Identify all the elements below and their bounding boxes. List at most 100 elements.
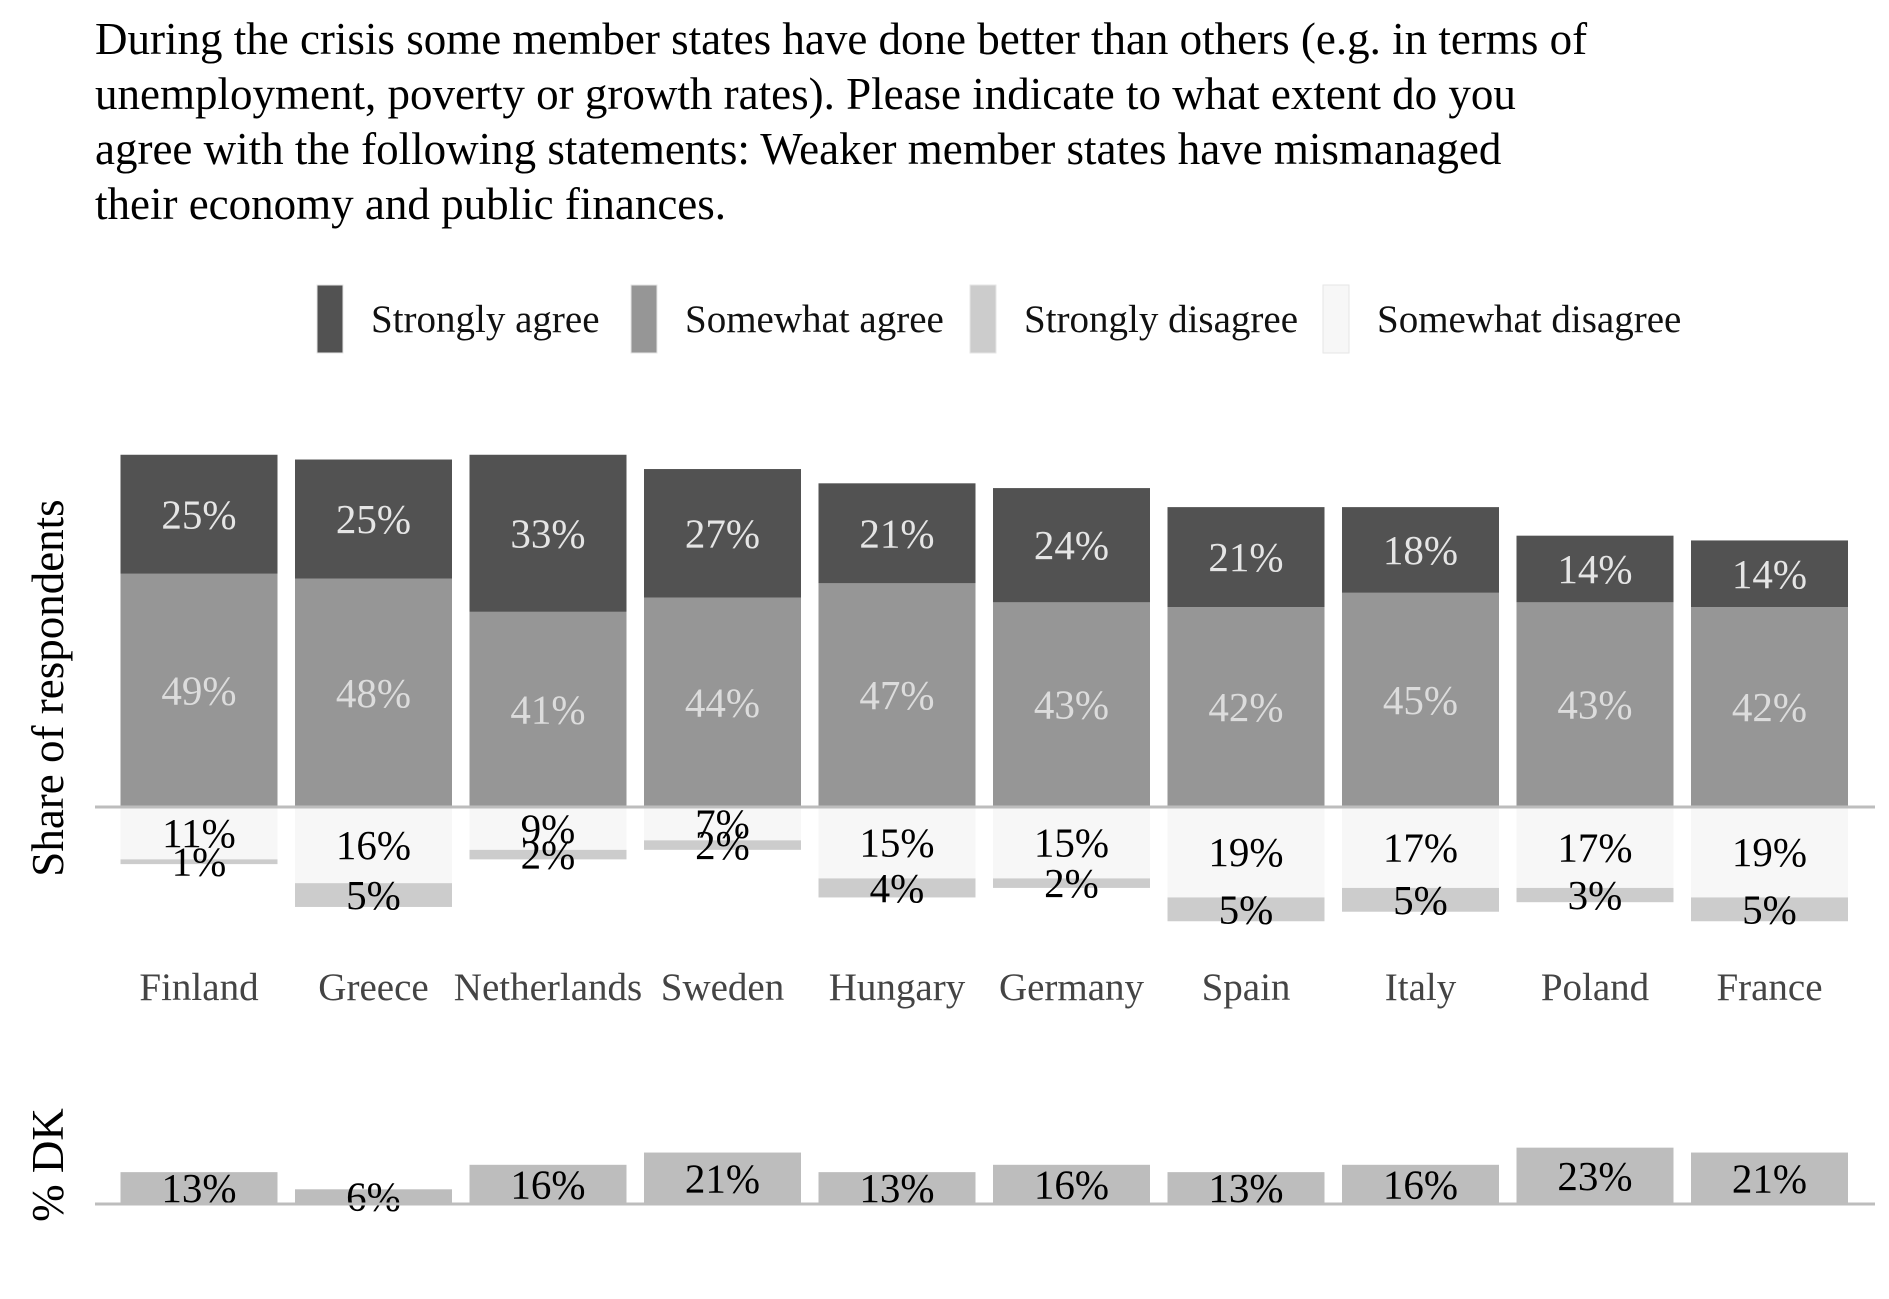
legend-label-somewhat_agree: Somewhat agree bbox=[685, 298, 944, 341]
label-strongly-disagree: 5% bbox=[346, 872, 401, 918]
category-label: Hungary bbox=[829, 966, 966, 1009]
label-strongly-disagree: 5% bbox=[1393, 877, 1448, 923]
bar-dk bbox=[644, 1152, 801, 1204]
category-label: Poland bbox=[1541, 966, 1650, 1009]
bar-somewhat-disagree bbox=[818, 807, 976, 879]
label-dk: 16% bbox=[1034, 1161, 1109, 1207]
label-somewhat-agree: 45% bbox=[1383, 677, 1458, 723]
bar-strongly-agree bbox=[120, 454, 278, 574]
bar-somewhat-disagree bbox=[1342, 807, 1499, 888]
bar-strongly-disagree bbox=[1516, 887, 1674, 903]
bar-somewhat-agree bbox=[1342, 592, 1499, 807]
bar-strongly-agree bbox=[1342, 507, 1499, 593]
category-label: Germany bbox=[999, 966, 1145, 1009]
y-axis-label: Share of respondents bbox=[23, 499, 73, 876]
label-strongly-agree: 18% bbox=[1383, 527, 1458, 573]
bar-dk bbox=[818, 1172, 976, 1204]
label-strongly-disagree: 5% bbox=[1742, 886, 1797, 932]
dk-axis-label: % DK bbox=[23, 1108, 73, 1222]
bar-somewhat-agree bbox=[120, 573, 278, 807]
label-strongly-agree: 33% bbox=[510, 510, 585, 556]
bar-strongly-agree bbox=[295, 459, 452, 579]
label-strongly-agree: 27% bbox=[685, 510, 760, 556]
legend-swatch-strongly_agree bbox=[316, 284, 344, 354]
category-label: Greece bbox=[318, 966, 428, 1009]
category-label: Sweden bbox=[661, 966, 784, 1009]
chart-title: During the crisis some member states hav… bbox=[95, 12, 1855, 232]
label-strongly-disagree: 2% bbox=[695, 822, 750, 868]
label-strongly-agree: 14% bbox=[1732, 551, 1807, 597]
category-label: Italy bbox=[1385, 966, 1457, 1009]
label-dk: 6% bbox=[346, 1174, 401, 1220]
bar-dk bbox=[1691, 1152, 1848, 1204]
label-strongly-disagree: 2% bbox=[521, 832, 576, 878]
label-somewhat-disagree: 17% bbox=[1383, 824, 1458, 870]
label-somewhat-disagree: 15% bbox=[859, 820, 934, 866]
label-strongly-agree: 14% bbox=[1557, 546, 1632, 592]
label-somewhat-disagree: 19% bbox=[1732, 829, 1807, 875]
bar-dk bbox=[1516, 1147, 1674, 1204]
legend-label-somewhat_disagree: Somewhat disagree bbox=[1377, 298, 1681, 341]
label-strongly-agree: 21% bbox=[1208, 534, 1283, 580]
bar-somewhat-disagree bbox=[1691, 807, 1848, 898]
bar-somewhat-agree bbox=[469, 611, 627, 807]
label-strongly-agree: 25% bbox=[336, 496, 411, 542]
label-dk: 21% bbox=[685, 1155, 760, 1201]
bar-strongly-disagree bbox=[818, 878, 976, 898]
bar-somewhat-disagree bbox=[469, 807, 627, 850]
bar-strongly-disagree bbox=[644, 840, 801, 850]
label-strongly-disagree: 3% bbox=[1568, 872, 1623, 918]
bar-strongly-agree bbox=[644, 469, 801, 598]
label-strongly-disagree: 2% bbox=[1044, 860, 1099, 906]
bar-strongly-agree bbox=[818, 483, 976, 584]
bar-somewhat-disagree bbox=[644, 807, 801, 841]
bar-strongly-disagree bbox=[1342, 887, 1499, 912]
bar-somewhat-disagree bbox=[1167, 807, 1325, 898]
bar-strongly-agree bbox=[469, 454, 627, 612]
label-somewhat-agree: 49% bbox=[161, 667, 236, 713]
label-somewhat-disagree: 19% bbox=[1208, 829, 1283, 875]
label-dk: 21% bbox=[1732, 1155, 1807, 1201]
chart-title-line-2: unemployment, poverty or growth rates). … bbox=[95, 69, 1516, 119]
category-label: France bbox=[1716, 966, 1822, 1009]
bar-somewhat-disagree bbox=[1516, 807, 1674, 888]
bar-dk bbox=[120, 1172, 278, 1204]
legend-item-strongly_disagree: Strongly disagree bbox=[969, 284, 1298, 354]
bar-dk bbox=[1167, 1172, 1325, 1204]
category-label: Finland bbox=[139, 966, 259, 1009]
legend-item-somewhat_disagree: Somewhat disagree bbox=[1322, 284, 1681, 354]
label-somewhat-disagree: 9% bbox=[521, 805, 576, 851]
bar-strongly-disagree bbox=[1167, 897, 1325, 922]
label-dk: 23% bbox=[1557, 1153, 1632, 1199]
bar-strongly-disagree bbox=[469, 849, 627, 860]
label-somewhat-disagree: 16% bbox=[336, 822, 411, 868]
category-label: Spain bbox=[1202, 966, 1291, 1009]
bar-dk bbox=[993, 1164, 1150, 1204]
bar-strongly-disagree bbox=[1691, 897, 1848, 922]
bar-strongly-agree bbox=[1691, 540, 1848, 608]
bar-strongly-agree bbox=[1516, 535, 1674, 603]
chart-title-line-1: During the crisis some member states hav… bbox=[95, 14, 1588, 64]
bar-dk bbox=[469, 1164, 627, 1204]
label-somewhat-agree: 43% bbox=[1034, 682, 1109, 728]
bar-strongly-agree bbox=[993, 488, 1150, 603]
label-strongly-agree: 21% bbox=[859, 510, 934, 556]
bar-somewhat-agree bbox=[993, 602, 1150, 807]
label-somewhat-agree: 42% bbox=[1208, 684, 1283, 730]
label-strongly-disagree: 5% bbox=[1219, 886, 1274, 932]
label-somewhat-agree: 44% bbox=[685, 679, 760, 725]
bar-strongly-disagree bbox=[993, 878, 1150, 888]
label-dk: 16% bbox=[510, 1161, 585, 1207]
bar-somewhat-disagree bbox=[993, 807, 1150, 879]
bar-somewhat-agree bbox=[295, 578, 452, 807]
legend-swatch-somewhat_agree bbox=[630, 284, 658, 354]
legend-label-strongly_agree: Strongly agree bbox=[371, 298, 600, 341]
label-somewhat-agree: 48% bbox=[336, 670, 411, 716]
bar-strongly-disagree bbox=[120, 859, 278, 865]
label-strongly-disagree: 1% bbox=[172, 839, 227, 885]
label-somewhat-agree: 43% bbox=[1557, 682, 1632, 728]
category-label: Netherlands bbox=[454, 966, 642, 1009]
bar-strongly-agree bbox=[1167, 507, 1325, 608]
